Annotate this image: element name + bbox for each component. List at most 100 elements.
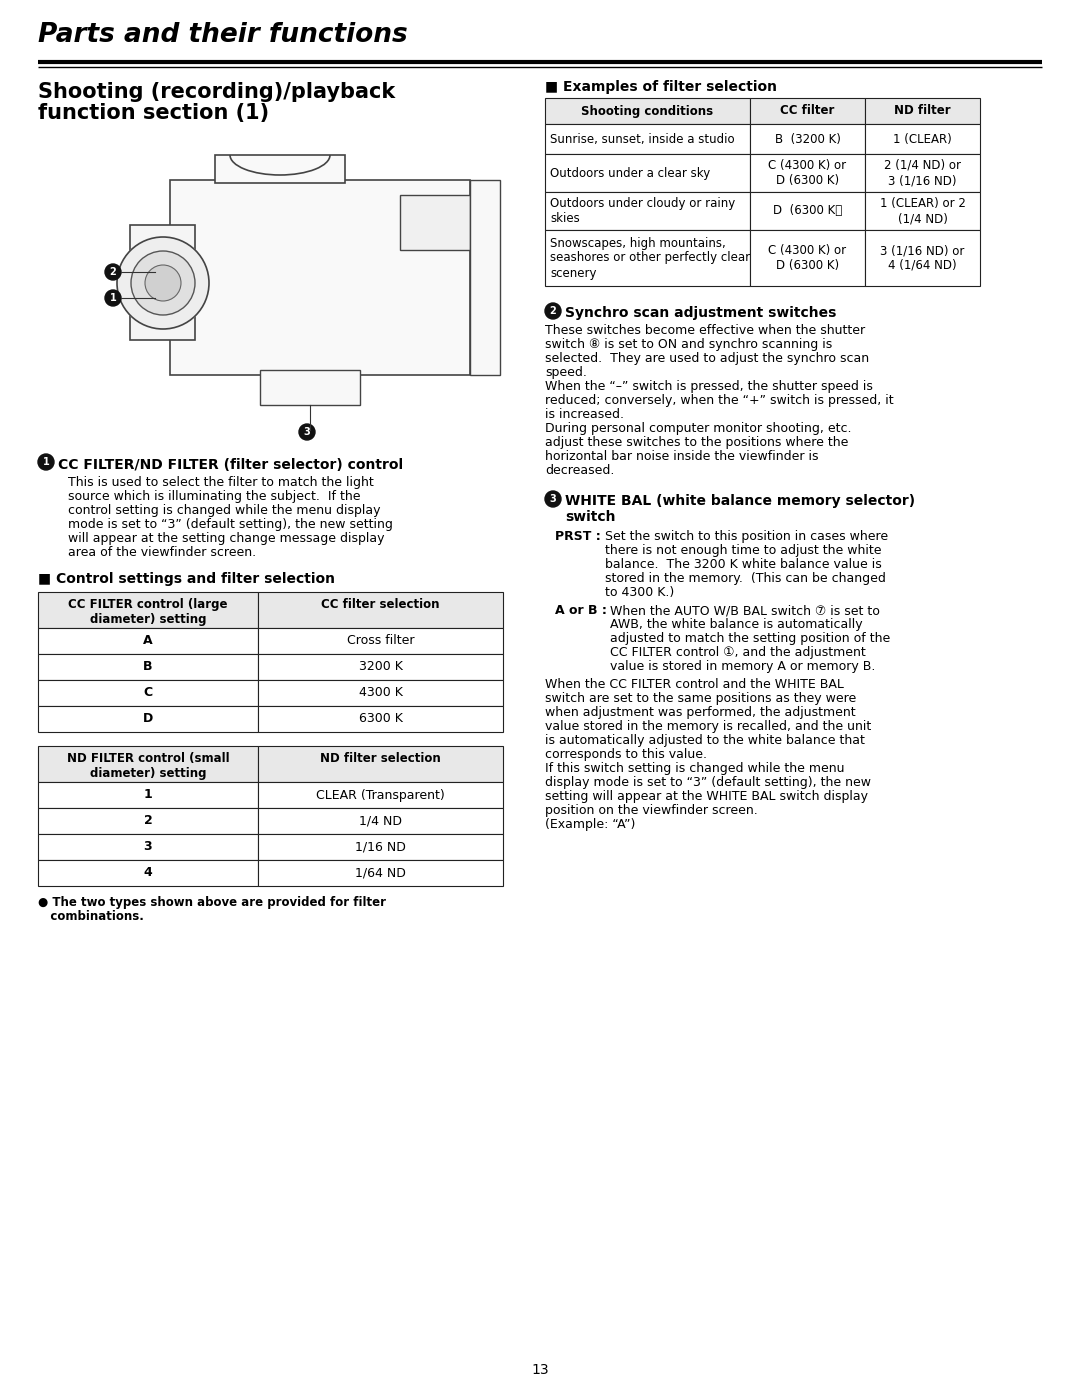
Bar xyxy=(258,861,503,886)
Text: This is used to select the filter to match the light: This is used to select the filter to mat… xyxy=(68,476,374,489)
Text: ■ Examples of filter selection: ■ Examples of filter selection xyxy=(545,80,777,94)
Text: value is stored in memory A or memory B.: value is stored in memory A or memory B. xyxy=(610,659,876,673)
Bar xyxy=(170,180,470,374)
Text: selected.  They are used to adjust the synchro scan: selected. They are used to adjust the sy… xyxy=(545,352,869,365)
Text: (Example: “A”): (Example: “A”) xyxy=(545,819,635,831)
Text: ND FILTER control (small
diameter) setting: ND FILTER control (small diameter) setti… xyxy=(67,752,229,780)
Text: speed.: speed. xyxy=(545,366,586,379)
Text: C (4300 K) or
D (6300 K): C (4300 K) or D (6300 K) xyxy=(769,159,847,187)
Bar xyxy=(258,680,503,705)
Circle shape xyxy=(117,237,210,330)
Text: CC FILTER control ①, and the adjustment: CC FILTER control ①, and the adjustment xyxy=(610,645,866,659)
Text: When the AUTO W/B BAL switch ⑦ is set to: When the AUTO W/B BAL switch ⑦ is set to xyxy=(610,604,880,617)
Text: Outdoors under a clear sky: Outdoors under a clear sky xyxy=(550,166,711,179)
Text: function section (1): function section (1) xyxy=(38,103,269,123)
Bar xyxy=(38,746,258,782)
Circle shape xyxy=(145,265,181,300)
Text: Cross filter: Cross filter xyxy=(347,634,415,647)
Text: CC filter selection: CC filter selection xyxy=(321,598,440,610)
Text: is increased.: is increased. xyxy=(545,408,624,420)
Text: 4: 4 xyxy=(144,866,152,880)
Text: D  (6300 K〉: D (6300 K〉 xyxy=(773,204,842,218)
Text: display mode is set to “3” (default setting), the new: display mode is set to “3” (default sett… xyxy=(545,775,870,789)
Text: mode is set to “3” (default setting), the new setting: mode is set to “3” (default setting), th… xyxy=(68,518,393,531)
Text: CC filter: CC filter xyxy=(781,105,835,117)
Text: C (4300 K) or
D (6300 K): C (4300 K) or D (6300 K) xyxy=(769,244,847,272)
Text: Set the switch to this position in cases where: Set the switch to this position in cases… xyxy=(605,529,888,543)
Text: D: D xyxy=(143,712,153,725)
Text: 2: 2 xyxy=(110,267,117,277)
Text: there is not enough time to adjust the white: there is not enough time to adjust the w… xyxy=(605,543,881,557)
Text: 1/64 ND: 1/64 ND xyxy=(355,866,406,880)
Text: balance.  The 3200 K white balance value is: balance. The 3200 K white balance value … xyxy=(605,557,881,571)
Bar xyxy=(38,629,258,654)
Bar xyxy=(750,231,865,286)
Bar xyxy=(258,705,503,732)
Text: 2: 2 xyxy=(144,814,152,827)
Text: 1/16 ND: 1/16 ND xyxy=(355,841,406,854)
Text: value stored in the memory is recalled, and the unit: value stored in the memory is recalled, … xyxy=(545,719,872,733)
Circle shape xyxy=(105,264,121,279)
Text: When the “–” switch is pressed, the shutter speed is: When the “–” switch is pressed, the shut… xyxy=(545,380,873,393)
Text: Snowscapes, high mountains,
seashores or other perfectly clear
scenery: Snowscapes, high mountains, seashores or… xyxy=(550,236,751,279)
Text: 3: 3 xyxy=(303,427,310,437)
Text: 3200 K: 3200 K xyxy=(359,661,403,673)
Text: Synchro scan adjustment switches: Synchro scan adjustment switches xyxy=(565,306,836,320)
Text: B: B xyxy=(144,661,152,673)
Bar xyxy=(258,629,503,654)
Bar xyxy=(215,155,345,183)
Text: If this switch setting is changed while the menu: If this switch setting is changed while … xyxy=(545,761,845,775)
Bar xyxy=(38,807,258,834)
Text: CC FILTER control (large
diameter) setting: CC FILTER control (large diameter) setti… xyxy=(68,598,228,626)
Text: decreased.: decreased. xyxy=(545,464,615,476)
Bar xyxy=(750,98,865,124)
Text: ND filter: ND filter xyxy=(894,105,950,117)
Text: Shooting conditions: Shooting conditions xyxy=(581,105,714,117)
Bar xyxy=(750,124,865,154)
Text: 3: 3 xyxy=(550,495,556,504)
Text: 1: 1 xyxy=(42,457,50,467)
Text: B  (3200 K): B (3200 K) xyxy=(774,133,840,145)
Text: corresponds to this value.: corresponds to this value. xyxy=(545,747,707,761)
Bar xyxy=(38,705,258,732)
Text: 1: 1 xyxy=(144,788,152,802)
Circle shape xyxy=(105,291,121,306)
Text: control setting is changed while the menu display: control setting is changed while the men… xyxy=(68,504,380,517)
Bar xyxy=(865,191,980,231)
Text: reduced; conversely, when the “+” switch is pressed, it: reduced; conversely, when the “+” switch… xyxy=(545,394,893,407)
Bar xyxy=(260,370,360,405)
Text: 2: 2 xyxy=(550,306,556,316)
Bar xyxy=(130,225,195,339)
Bar xyxy=(38,782,258,807)
Text: A or B :: A or B : xyxy=(555,604,607,617)
Bar xyxy=(470,180,500,374)
Bar xyxy=(258,746,503,782)
Text: ■ Control settings and filter selection: ■ Control settings and filter selection xyxy=(38,571,335,585)
Bar xyxy=(258,782,503,807)
Text: AWB, the white balance is automatically: AWB, the white balance is automatically xyxy=(610,617,863,631)
Bar xyxy=(258,592,503,629)
Text: 3: 3 xyxy=(144,841,152,854)
Bar xyxy=(545,231,750,286)
Circle shape xyxy=(131,251,195,314)
Bar xyxy=(258,834,503,861)
Text: switch are set to the same positions as they were: switch are set to the same positions as … xyxy=(545,692,856,705)
Bar xyxy=(865,231,980,286)
Bar xyxy=(38,680,258,705)
Text: to 4300 K.): to 4300 K.) xyxy=(605,585,674,599)
Text: 13: 13 xyxy=(531,1363,549,1377)
Text: 1 (CLEAR): 1 (CLEAR) xyxy=(893,133,951,145)
Text: source which is illuminating the subject.  If the: source which is illuminating the subject… xyxy=(68,490,361,503)
Text: 3 (1/16 ND) or
4 (1/64 ND): 3 (1/16 ND) or 4 (1/64 ND) xyxy=(880,244,964,272)
Text: A: A xyxy=(144,634,152,647)
Text: setting will appear at the WHITE BAL switch display: setting will appear at the WHITE BAL swi… xyxy=(545,789,868,803)
Text: Sunrise, sunset, inside a studio: Sunrise, sunset, inside a studio xyxy=(550,133,734,145)
Text: combinations.: combinations. xyxy=(38,909,144,923)
Text: adjusted to match the setting position of the: adjusted to match the setting position o… xyxy=(610,631,890,645)
Bar xyxy=(38,861,258,886)
Text: When the CC FILTER control and the WHITE BAL: When the CC FILTER control and the WHITE… xyxy=(545,678,843,692)
Circle shape xyxy=(117,237,210,330)
Circle shape xyxy=(545,490,561,507)
Text: Shooting (recording)/playback: Shooting (recording)/playback xyxy=(38,82,395,102)
Text: area of the viewfinder screen.: area of the viewfinder screen. xyxy=(68,546,256,559)
